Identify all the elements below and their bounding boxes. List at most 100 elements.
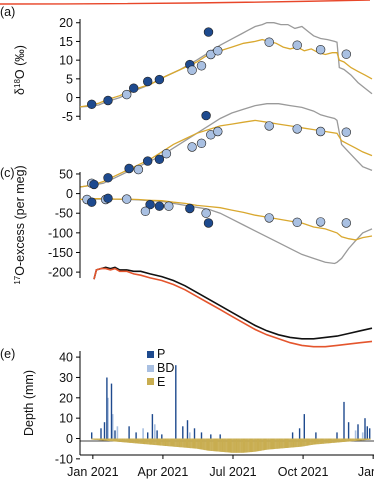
panel-a-obs-point xyxy=(121,89,132,100)
panel-b-obs-point xyxy=(89,179,99,190)
panel-b-observations xyxy=(86,110,351,190)
panel-e-y-tick-label: 40 xyxy=(59,351,73,365)
panel-e-y-tick-label: 0 xyxy=(66,432,73,446)
panel-a-obs-point xyxy=(264,37,274,47)
precip-bar xyxy=(110,383,113,439)
precip-bar xyxy=(156,430,158,439)
panel-e-y-tick-label: 20 xyxy=(59,391,73,405)
panel-b-obs-point xyxy=(264,121,274,131)
panel-c-obs-point xyxy=(185,203,195,214)
panel-c-y-tick-label: 0 xyxy=(66,187,73,201)
precip-bar xyxy=(343,401,345,439)
panel-b-series-sim_gold xyxy=(79,119,373,188)
panel-c-series-sim_gold xyxy=(79,198,373,241)
panel-a-label: (a) xyxy=(0,5,15,19)
legend-swatch-p xyxy=(147,351,154,358)
panel-b-obs-point xyxy=(124,163,134,174)
panel-c-y-tick-label: -200 xyxy=(48,266,73,280)
legend-swatch-e xyxy=(147,378,154,385)
precip-bar xyxy=(182,426,184,439)
bd-bar xyxy=(111,414,114,439)
panel-a-y-tick-label: -5 xyxy=(62,110,73,124)
panel-b-obs-point xyxy=(103,173,113,183)
precip-bar xyxy=(366,426,368,439)
panel-e-y-tick-label: -10 xyxy=(55,452,73,466)
panel-b-obs-point xyxy=(201,110,211,121)
panel-e: (e) 40 30 20 10 0 -10 Depth (mm) Jan 2021 Apr … xyxy=(0,347,374,479)
panel-a-y-label-main: O (‰) xyxy=(13,45,27,79)
legend-label-e: E xyxy=(157,375,165,389)
precip-bar xyxy=(103,422,106,439)
precip-bar xyxy=(291,432,294,439)
panel-a-obs-point xyxy=(129,83,139,93)
legend-label-bd: BD xyxy=(157,361,174,375)
panel-c-obs-point xyxy=(103,193,113,204)
panel-b-obs-point xyxy=(133,164,144,175)
precip-bar xyxy=(347,422,350,439)
panel-e-x-ticks: Jan 2021 Apr 2021 Jul 2021 Oct 2021 Jan 2 xyxy=(67,455,374,479)
panel-a-y-label-sup: 18 xyxy=(13,79,22,88)
panel-e-y-tick-label: 30 xyxy=(59,371,73,385)
panel-b-obs-point xyxy=(341,127,351,137)
precip-bar xyxy=(161,434,163,439)
panel-c-obs-point xyxy=(203,218,214,228)
panel-b-obs-point xyxy=(315,126,326,137)
panel-c-y-tick-label: -100 xyxy=(48,226,73,240)
precip-bar xyxy=(186,420,189,439)
panel-d-series-black xyxy=(93,266,373,340)
bd-bar xyxy=(189,432,191,439)
precip-bar xyxy=(147,432,149,439)
panel-c-y-label-main: O-excess (per meg) xyxy=(13,165,27,275)
panel-c-y-tick-label: -50 xyxy=(55,207,73,221)
panel-e-precip-bars xyxy=(91,365,371,439)
panel-c-y-label: 17O-excess (per meg) xyxy=(13,165,27,284)
panel-c-y-tick-label: 50 xyxy=(59,167,73,181)
panel-c-obs-point xyxy=(292,217,302,228)
precip-bar xyxy=(357,424,359,439)
panel-e-y-label: Depth (mm) xyxy=(22,370,36,436)
panel-b-series-sim_gray xyxy=(79,103,373,188)
precip-bar xyxy=(200,432,203,439)
bd-bar xyxy=(107,397,109,439)
panel-e-x-tick-label: Jan 2021 xyxy=(67,465,118,479)
panel-a-obs-point xyxy=(143,76,153,87)
panel-e-label: (e) xyxy=(0,347,15,361)
precip-bar xyxy=(336,432,338,439)
panel-a-y-tick-label: 5 xyxy=(66,72,73,86)
panel-a-obs-point xyxy=(292,40,302,50)
panel-e-x-tick-label: Jul 2021 xyxy=(209,465,256,479)
panel-b-obs-point xyxy=(187,142,197,152)
panel-c-y-ticks: 50 0 -50 -100 -150 -200 xyxy=(48,167,80,280)
panel-e-legend: P BD E xyxy=(147,347,174,389)
precip-bar xyxy=(303,414,305,439)
precip-bar xyxy=(128,426,130,439)
panel-c-obs-point xyxy=(201,208,211,218)
panel-a-y-ticks: 20 15 10 5 0 -5 xyxy=(59,16,80,124)
panel-d-lines xyxy=(93,266,373,348)
bd-bar xyxy=(361,432,364,439)
panel-e-x-tick-label: Apr 2021 xyxy=(138,465,189,479)
legend-swatch-bd xyxy=(147,365,154,372)
precip-bar xyxy=(193,428,196,439)
panel-b-obs-point xyxy=(154,154,165,165)
panel-c: (c) 50 0 -50 -100 -150 -200 17O-excess (per m… xyxy=(0,165,373,285)
panel-a: (a) 20 15 10 5 0 -5 δ18O (‰) xyxy=(0,5,373,124)
bd-bar xyxy=(142,428,144,439)
panel-a-y-tick-label: 20 xyxy=(59,16,73,30)
precip-bar xyxy=(100,428,102,439)
panel-c-obs-point xyxy=(341,218,351,228)
bd-bar xyxy=(116,426,119,439)
panel-c-y-label-sup: 17 xyxy=(13,275,22,284)
panel-b-obs-point xyxy=(143,156,153,166)
panel-b xyxy=(79,103,373,190)
panel-a-obs-point xyxy=(203,27,214,37)
panel-c-obs-point xyxy=(140,206,151,217)
panel-a-obs-point xyxy=(315,44,326,55)
panel-a-obs-point xyxy=(213,46,223,56)
panel-d-series-red xyxy=(93,267,373,348)
precip-bar xyxy=(175,365,177,439)
panel-e-evap-bars xyxy=(91,438,371,453)
panel-b-obs-point xyxy=(196,138,207,149)
precip-bar xyxy=(210,434,212,439)
